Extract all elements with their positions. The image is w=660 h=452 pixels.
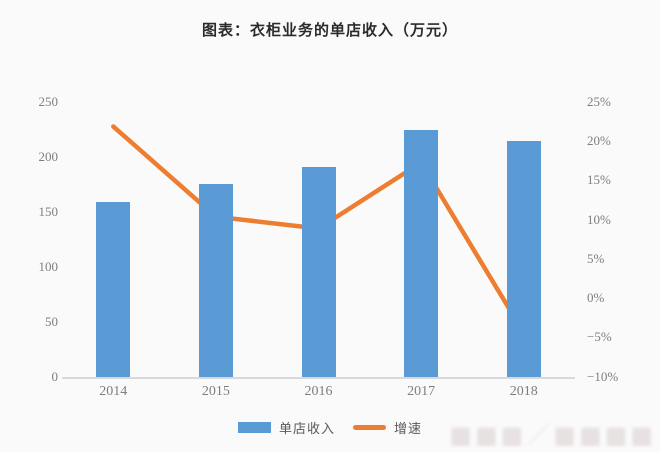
bar-series-swatch xyxy=(237,422,271,433)
legend-item-revenue: 单店收入 xyxy=(237,418,335,437)
y-axis-left-tick-150: 150 xyxy=(38,203,59,219)
bar-2016 xyxy=(301,166,336,378)
y-axis-left-tick-50: 50 xyxy=(45,313,58,329)
y-axis-left-tick-200: 200 xyxy=(38,148,59,164)
bar-series-label: 单店收入 xyxy=(278,421,335,436)
y-axis-right-tick-25pct: 25% xyxy=(587,94,611,109)
y-axis-right-tick--5pct: −5% xyxy=(587,329,612,345)
y-axis-right-tick-15pct: 15% xyxy=(587,172,611,188)
y-axis-right-tick--10pct: −10% xyxy=(587,368,619,384)
bar-2014 xyxy=(96,201,131,378)
x-axis-label-2018: 2018 xyxy=(509,384,538,399)
y-axis-right-tick-0pct: 0% xyxy=(587,290,605,306)
x-axis-label-2014: 2014 xyxy=(99,384,128,399)
y-axis-left-tick-0: 0 xyxy=(51,368,59,384)
x-axis-label-2015: 2015 xyxy=(201,384,230,399)
x-axis-line xyxy=(62,377,575,379)
y-axis-right-tick-10pct: 10% xyxy=(587,211,611,227)
legend: 单店收入 增速 xyxy=(0,418,660,437)
chart-title: 图表：衣柜业务的单店收入（万元） xyxy=(201,23,458,39)
y-axis-right-tick-20pct: 20% xyxy=(587,133,611,149)
x-axis-label-2016: 2016 xyxy=(304,384,333,399)
bar-2017 xyxy=(404,130,439,378)
bar-2015 xyxy=(198,184,233,378)
legend-item-growth: 增速 xyxy=(353,418,422,437)
y-axis-left-tick-250: 250 xyxy=(38,94,59,109)
x-axis-label-2017: 2017 xyxy=(407,384,436,399)
line-series-swatch xyxy=(353,425,386,430)
line-series-label: 增速 xyxy=(394,421,423,436)
y-axis-left-tick-100: 100 xyxy=(38,258,59,274)
y-axis-right-tick-5pct: 5% xyxy=(587,250,605,266)
bar-2018 xyxy=(506,141,541,378)
